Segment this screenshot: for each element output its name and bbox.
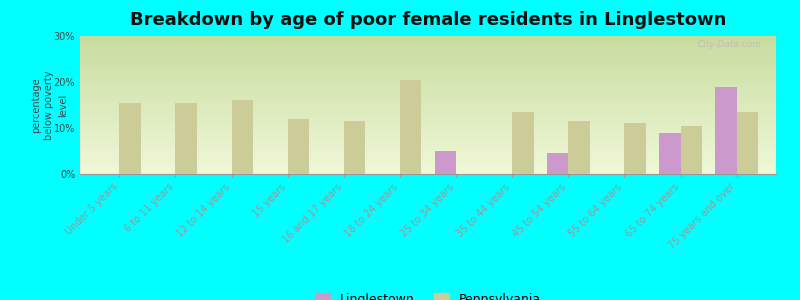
Bar — [400, 80, 422, 174]
Text: City-Data.com: City-Data.com — [698, 40, 762, 49]
Bar — [288, 119, 309, 174]
Y-axis label: percentage
below poverty
level: percentage below poverty level — [31, 70, 68, 140]
Bar — [434, 151, 456, 174]
Bar — [625, 123, 646, 174]
Bar — [344, 121, 365, 174]
Bar — [737, 112, 758, 174]
Bar — [568, 121, 590, 174]
Title: Breakdown by age of poor female residents in Linglestown: Breakdown by age of poor female resident… — [130, 11, 726, 29]
Legend: Linglestown, Pennsylvania: Linglestown, Pennsylvania — [310, 288, 546, 300]
Bar — [547, 153, 568, 174]
Bar — [231, 100, 253, 174]
Bar — [659, 133, 681, 174]
Bar — [175, 103, 197, 174]
Bar — [681, 126, 702, 174]
Bar — [119, 103, 141, 174]
Bar — [715, 87, 737, 174]
Bar — [512, 112, 534, 174]
